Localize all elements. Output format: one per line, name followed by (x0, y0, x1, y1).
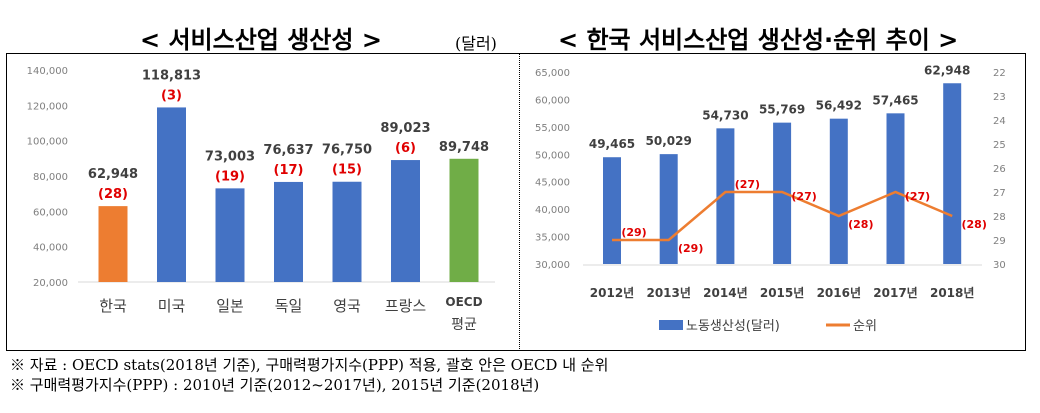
left-rank-label: (3) (161, 88, 182, 103)
left-category-label: 일본 (216, 297, 244, 315)
rank-label: (27) (905, 190, 930, 203)
left-rank-label: (28) (98, 187, 128, 202)
left-rank-label: (19) (215, 169, 245, 184)
right-bar-0 (603, 157, 621, 264)
left-bar-3 (274, 181, 303, 282)
right-category-label: 2015년 (760, 286, 804, 300)
left-category-label: 미국 (158, 297, 186, 315)
right-category-label: 2014년 (703, 286, 747, 300)
right-bar-2 (716, 128, 735, 264)
left-bar-6 (449, 158, 479, 282)
right-value-label: 49,465 (589, 137, 635, 151)
left-bar-5 (391, 160, 420, 282)
rank-line (612, 190, 953, 242)
right-category-label: 2017년 (873, 286, 917, 300)
right-y2-tick: 26 (993, 164, 1006, 175)
left-value-label: 76,750 (322, 143, 372, 158)
right-y-tick: 50,000 (535, 150, 570, 161)
right-chart-title: < 한국 서비스산업 생산성·순위 추이 > (558, 26, 959, 54)
rank-label: (29) (621, 226, 646, 239)
right-y2-tick: 30 (993, 260, 1006, 271)
left-value-label: 73,003 (205, 149, 255, 164)
right-y2-tick: 25 (993, 140, 1006, 151)
right-y2-tick: 22 (993, 68, 1006, 79)
right-y2-tick: 28 (993, 212, 1006, 223)
left-bar-0 (98, 206, 128, 282)
right-value-label: 54,730 (702, 108, 748, 122)
left-category-label: 영국 (333, 297, 361, 315)
left-bar-1 (157, 107, 186, 283)
left-y-tick: 20,000 (33, 278, 68, 289)
right-value-label: 62,948 (924, 63, 970, 77)
legend-bar-swatch (659, 320, 683, 330)
rank-label: (27) (735, 178, 760, 191)
left-bar-2 (215, 188, 245, 282)
right-bar-1 (659, 154, 678, 264)
legend-line-label: 순위 (853, 319, 877, 334)
unit-label: (달러) (455, 34, 497, 53)
left-y-tick: 140,000 (27, 66, 68, 77)
right-category-label: 2016년 (817, 286, 861, 300)
right-bar-6 (943, 83, 962, 264)
left-category-label: OECD (445, 295, 482, 309)
right-y-tick: 45,000 (535, 178, 570, 189)
right-y-tick: 30,000 (535, 260, 570, 271)
right-category-label: 2018년 (930, 286, 974, 300)
right-value-label: 56,492 (816, 99, 862, 113)
left-y-tick: 60,000 (33, 207, 68, 218)
right-y-tick: 55,000 (535, 123, 570, 134)
left-rank-label: (15) (332, 163, 362, 178)
left-value-label: 89,023 (380, 121, 430, 136)
left-rank-label: (6) (395, 141, 416, 156)
ppp-note: ※ 구매력평가지수(PPP) : 2010년 기준(2012~2017년), 2… (10, 376, 540, 394)
right-y2-tick: 29 (993, 236, 1006, 247)
left-value-label: 76,637 (263, 143, 313, 158)
right-y2-tick: 24 (993, 116, 1006, 127)
rank-label: (27) (791, 190, 816, 203)
right-value-label: 55,769 (759, 103, 805, 117)
rank-label: (29) (678, 242, 703, 255)
rank-label: (28) (848, 218, 873, 231)
right-y-tick: 60,000 (535, 95, 570, 106)
left-rank-label: (17) (274, 163, 304, 178)
source-note: ※ 자료 : OECD stats(2018년 기준), 구매력평가지수(PPP… (10, 356, 609, 374)
right-bar-5 (886, 113, 905, 264)
left-category-label: 평균 (451, 317, 477, 333)
right-y-tick: 40,000 (535, 205, 570, 216)
left-value-label: 62,948 (88, 167, 138, 182)
left-y-tick: 100,000 (27, 137, 68, 148)
chart-frame (6, 53, 1026, 351)
right-y2-tick: 27 (993, 188, 1006, 199)
left-y-tick: 120,000 (27, 101, 68, 112)
right-y-tick: 35,000 (535, 233, 570, 244)
chart-divider (519, 53, 520, 351)
left-value-label: 118,813 (142, 68, 201, 83)
right-category-label: 2013년 (646, 286, 690, 300)
rank-label: (28) (962, 218, 987, 231)
right-value-label: 50,029 (646, 134, 692, 148)
left-chart-title: < 서비스산업 생산성 > (140, 26, 382, 54)
left-bar-4 (332, 181, 362, 282)
left-category-label: 한국 (99, 297, 127, 315)
left-category-label: 프랑스 (385, 297, 427, 315)
right-category-label: 2012년 (590, 286, 634, 300)
left-value-label: 89,748 (439, 140, 489, 155)
legend-bar-label: 노동생산성(달러) (686, 319, 780, 334)
left-y-tick: 40,000 (33, 243, 68, 254)
left-y-tick: 80,000 (33, 172, 68, 183)
left-category-label: 독일 (275, 297, 303, 315)
right-y2-tick: 23 (993, 92, 1006, 103)
right-value-label: 57,465 (872, 93, 918, 107)
right-bar-4 (829, 118, 848, 264)
right-y-tick: 65,000 (535, 68, 570, 79)
